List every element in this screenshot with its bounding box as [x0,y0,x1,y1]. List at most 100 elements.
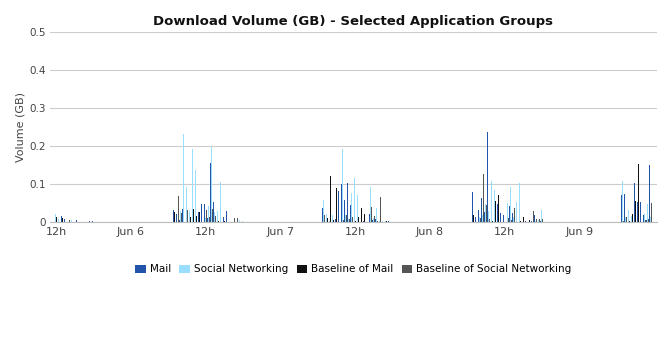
Bar [640,209,642,222]
Bar [189,161,190,222]
Legend: Mail, Social Networking, Baseline of Mail, Baseline of Social Networking: Mail, Social Networking, Baseline of Mai… [135,264,572,274]
Bar [214,212,215,222]
Bar [186,187,187,222]
Bar [478,210,479,222]
Bar [338,191,339,222]
Bar [216,192,217,222]
Bar [180,211,181,222]
Bar [491,181,492,222]
Bar [475,217,476,222]
Bar [342,150,343,222]
Bar [503,215,504,222]
Bar [223,217,224,222]
Bar [372,220,373,222]
Bar [92,220,93,222]
Bar [525,221,526,222]
Bar [500,213,501,222]
Bar [624,193,625,222]
Bar [210,163,211,222]
Bar [379,221,380,222]
Bar [628,211,629,222]
Bar [360,158,362,222]
Bar [497,220,498,222]
Bar [357,211,358,222]
Bar [631,201,632,222]
Bar [373,218,374,222]
Bar [323,200,324,222]
Bar [348,219,349,222]
Bar [378,215,379,222]
Bar [332,210,333,222]
Bar [335,214,336,222]
Bar [79,221,80,222]
Bar [540,221,541,222]
Bar [504,108,505,222]
Bar [204,204,205,222]
Bar [479,217,480,222]
Bar [488,212,489,222]
Bar [182,209,183,222]
Bar [646,220,647,222]
Bar [58,219,59,222]
Bar [622,181,623,222]
Bar [205,218,206,222]
Bar [513,217,514,222]
Bar [485,204,486,222]
Bar [211,147,212,222]
Bar [344,200,345,222]
Bar [195,193,196,222]
Bar [192,149,193,222]
Bar [226,219,227,222]
Bar [538,220,539,222]
Bar [71,220,72,222]
Bar [535,221,536,222]
Bar [207,218,208,222]
Title: Download Volume (GB) - Selected Application Groups: Download Volume (GB) - Selected Applicat… [153,15,554,28]
Bar [54,219,55,222]
Bar [649,165,650,222]
Bar [625,217,626,222]
Bar [516,202,517,222]
Bar [176,214,177,222]
Bar [529,220,530,222]
Bar [534,215,535,222]
Bar [643,215,644,222]
Bar [61,216,62,222]
Bar [519,183,520,222]
Bar [531,221,532,222]
Bar [198,212,199,222]
Bar [634,200,635,222]
Bar [369,214,370,222]
Bar [173,217,174,222]
Y-axis label: Volume (GB): Volume (GB) [15,92,25,162]
Bar [201,204,202,222]
Bar [353,205,354,222]
Bar [220,182,221,222]
Bar [351,193,352,222]
Bar [217,211,218,222]
Bar [55,214,56,222]
Bar [494,214,495,222]
Bar [199,212,200,222]
Bar [363,221,364,222]
Bar [647,204,648,222]
Bar [242,221,243,222]
Bar [637,202,638,222]
Bar [385,221,386,222]
Bar [382,221,383,222]
Bar [341,184,342,222]
Bar [179,220,180,222]
Bar [541,210,542,222]
Bar [481,198,482,222]
Bar [510,187,511,222]
Bar [487,132,488,222]
Bar [521,208,522,222]
Bar [347,183,348,222]
Bar [509,207,510,222]
Bar [64,219,65,222]
Bar [472,203,473,222]
Bar [376,208,377,222]
Bar [325,209,327,222]
Bar [367,206,368,222]
Bar [354,178,355,222]
